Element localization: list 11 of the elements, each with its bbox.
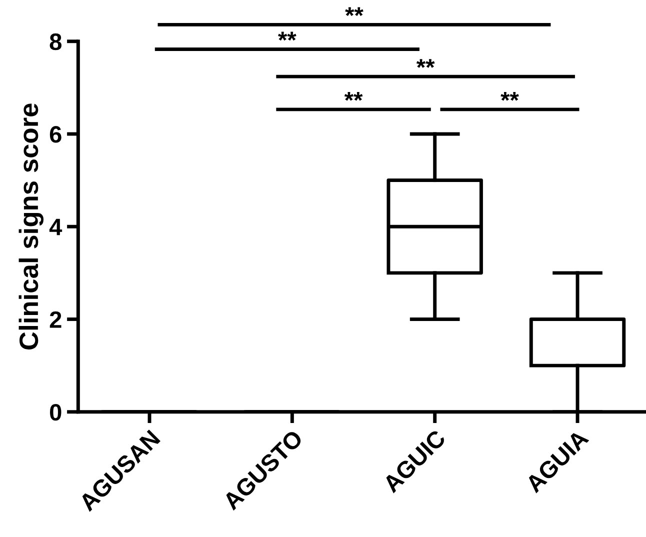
text: ** [278, 32, 296, 41]
y-tick-label: 6 [50, 126, 62, 143]
annotation: ** [500, 92, 519, 101]
y-tick-label: 4 [49, 218, 62, 236]
text: ** [345, 7, 364, 16]
y-axis-title: Clinical signs score [18, 104, 44, 350]
y-tick-label: 0 [50, 404, 62, 421]
annotation: ** [416, 59, 435, 68]
y-tick-label: 8 [50, 33, 62, 50]
annotation: ** [344, 92, 363, 101]
y-tick-label: 2 [50, 311, 62, 328]
